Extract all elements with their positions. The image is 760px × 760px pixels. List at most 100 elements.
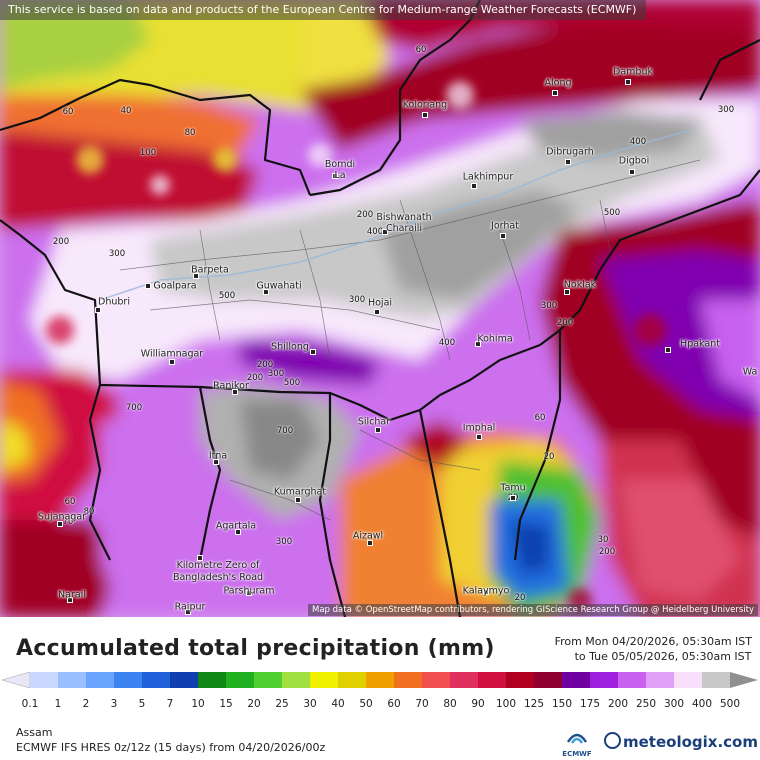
contour-label: 300 — [108, 249, 126, 259]
colorbar-tick-label: 100 — [495, 698, 517, 710]
legend-panel — [0, 617, 760, 760]
colorbar-tick-label: 3 — [110, 698, 118, 710]
city-label: Aizawl — [352, 530, 384, 542]
city-marker — [552, 90, 558, 96]
city-label: Kilometre Zero of Bangladesh's Road — [172, 560, 264, 583]
colorbar-tick-label: 30 — [303, 698, 317, 710]
colorbar-segment — [198, 672, 227, 688]
city-label: Ranikor — [213, 380, 249, 392]
colorbar-segment — [618, 672, 647, 688]
city-marker — [382, 229, 388, 235]
city-marker — [665, 347, 671, 353]
city-label: Agartala — [215, 520, 257, 532]
city-label: Jorhat — [491, 220, 519, 232]
colorbar-segment — [338, 672, 367, 688]
city-marker — [263, 289, 269, 295]
colorbar-arrow-left — [1, 671, 31, 689]
city-marker — [332, 173, 338, 179]
city-marker — [193, 273, 199, 279]
city-label: Parshuram — [223, 585, 275, 597]
model-info: ECMWF IFS HRES 0z/12z (15 days) from 04/… — [16, 741, 326, 754]
city-label: Bomdi La — [324, 159, 356, 181]
city-label: Hojai — [367, 297, 393, 309]
contour-label: 400 — [366, 227, 384, 237]
ecmwf-logo-text: ECMWF — [562, 750, 592, 758]
city-marker — [310, 349, 316, 355]
city-label: Raipur — [174, 601, 206, 613]
city-marker — [475, 341, 481, 347]
city-label: Barpeta — [191, 264, 229, 276]
colorbar-segment — [114, 672, 143, 688]
city-marker — [565, 159, 571, 165]
contour-label: 400 — [438, 338, 456, 348]
contour-label: 60 — [64, 497, 76, 507]
meteologix-logo[interactable]: meteologix.com — [604, 732, 758, 751]
colorbar-arrow-right — [730, 672, 758, 688]
city-marker — [564, 289, 570, 295]
contour-label: 100 — [139, 148, 157, 158]
colorbar-segment — [170, 672, 199, 688]
colorbar-tick-label: 70 — [415, 698, 429, 710]
colorbar-segment — [142, 672, 171, 688]
forecast-period: From Mon 04/20/2026, 05:30am IST to Tue … — [555, 634, 752, 664]
contour-label: 80 — [184, 128, 196, 138]
city-label: Lakhimpur — [462, 171, 514, 183]
city-marker — [510, 495, 516, 501]
colorbar-segment — [58, 672, 87, 688]
contour-label: 300 — [348, 295, 366, 305]
colorbar-segment — [254, 672, 283, 688]
colorbar-tick-label: 90 — [471, 698, 485, 710]
contour-label: 20 — [543, 452, 555, 462]
colorbar-tick-label: 250 — [635, 698, 657, 710]
city-marker — [422, 112, 428, 118]
city-label: Silchar — [357, 416, 391, 428]
contour-label: 20 — [514, 593, 526, 603]
period-to: to Tue 05/05/2026, 05:30am IST — [574, 650, 752, 663]
contour-label: 200 — [556, 318, 574, 328]
colorbar-segment — [282, 672, 311, 688]
city-marker — [246, 590, 252, 596]
colorbar-segment — [674, 672, 703, 688]
precipitation-map[interactable]: This service is based on data and produc… — [0, 0, 760, 617]
city-label: Dibrugarh — [546, 146, 594, 158]
contour-label: 700 — [276, 426, 294, 436]
colorbar-segment — [534, 672, 563, 688]
contour-label: 300 — [717, 105, 735, 115]
city-label: Kohima — [477, 333, 513, 345]
colorbar-tick-label: 1 — [54, 698, 62, 710]
colorbar-tick-label: 300 — [663, 698, 685, 710]
city-label: Williamnagar — [140, 348, 204, 360]
colorbar-segment — [86, 672, 115, 688]
contour-label: 500 — [283, 378, 301, 388]
colorbar-tick-label: 20 — [247, 698, 261, 710]
city-marker — [169, 359, 175, 365]
map-title: Accumulated total precipitation (mm) — [16, 636, 495, 661]
colorbar-segment — [394, 672, 423, 688]
city-marker — [197, 555, 203, 561]
colorbar-segment — [422, 672, 451, 688]
city-marker — [629, 169, 635, 175]
city-label: Sujanagar — [37, 511, 87, 523]
city-marker — [375, 427, 381, 433]
colorbar-segment — [478, 672, 507, 688]
contour-label: 400 — [629, 137, 647, 147]
city-marker — [374, 309, 380, 315]
contour-label: 200 — [246, 373, 264, 383]
region-label: Assam — [16, 726, 53, 739]
city-marker — [625, 79, 631, 85]
city-label: Dhubri — [98, 296, 130, 308]
contour-label: 60 — [62, 107, 74, 117]
contour-label: 700 — [125, 403, 143, 413]
city-marker — [232, 389, 238, 395]
contour-label: 40 — [120, 106, 132, 116]
colorbar-tick-label: 2 — [82, 698, 90, 710]
city-label: Itna — [208, 450, 228, 462]
colorbar-segment — [226, 672, 255, 688]
city-marker — [185, 609, 191, 615]
city-label: Hpakant — [680, 338, 720, 350]
colorbar-segment — [506, 672, 535, 688]
city-marker — [295, 497, 301, 503]
colorbar-segment — [366, 672, 395, 688]
city-label: Imphal — [462, 422, 496, 434]
ecmwf-logo[interactable]: ECMWF — [560, 730, 594, 758]
